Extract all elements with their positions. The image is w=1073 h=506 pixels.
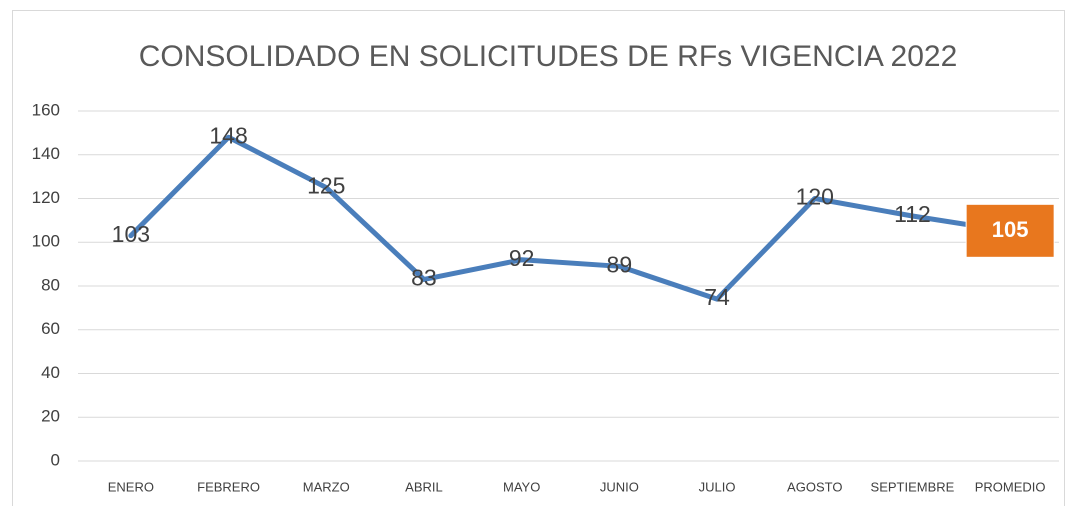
data-label: 92 <box>509 245 535 271</box>
chart-title: CONSOLIDADO EN SOLICITUDES DE RFs VIGENC… <box>139 40 958 73</box>
y-tick-label: 20 <box>41 407 60 426</box>
data-label: 148 <box>209 122 247 148</box>
x-tick-label: FEBRERO <box>197 479 260 494</box>
x-tick-label: JULIO <box>699 479 736 494</box>
y-tick-label: 80 <box>41 275 60 294</box>
y-tick-label: 120 <box>32 188 60 207</box>
data-label: 74 <box>704 284 730 310</box>
y-tick-label: 60 <box>41 319 60 338</box>
data-label: 89 <box>607 251 633 277</box>
data-label: 105 <box>992 217 1029 242</box>
x-tick-label: ABRIL <box>405 479 443 494</box>
x-tick-label: PROMEDIO <box>975 479 1046 494</box>
data-line <box>128 134 1013 302</box>
data-label: 103 <box>112 221 150 247</box>
highlight-box <box>965 203 1055 258</box>
data-label: 112 <box>894 201 931 227</box>
x-tick-label: ENERO <box>108 479 154 494</box>
data-label: 83 <box>411 265 437 291</box>
y-tick-label: 40 <box>41 363 60 382</box>
x-tick-label: AGOSTO <box>787 479 842 494</box>
y-tick-label: 160 <box>32 100 60 119</box>
x-tick-label: JUNIO <box>600 479 639 494</box>
x-tick-label: MARZO <box>303 479 350 494</box>
x-tick-label: SEPTIEMBRE <box>871 479 955 494</box>
data-label: 125 <box>307 173 345 199</box>
chart-frame <box>12 10 1065 506</box>
y-tick-label: 140 <box>32 144 60 163</box>
data-label: 120 <box>796 184 834 210</box>
y-tick-label: 100 <box>32 232 60 251</box>
x-tick-label: MAYO <box>503 479 540 494</box>
y-tick-label: 0 <box>51 450 60 469</box>
